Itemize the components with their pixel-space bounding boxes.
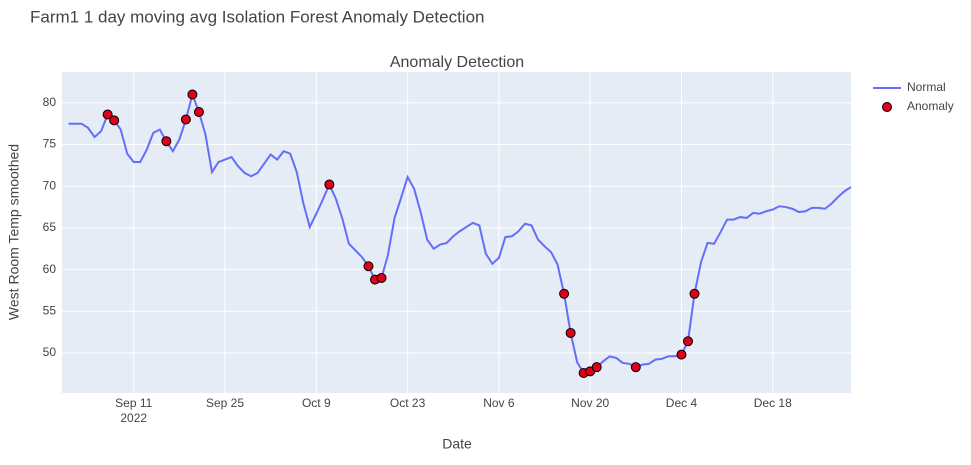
page-title: Farm1 1 day moving avg Isolation Forest … (30, 7, 485, 26)
x-tick-label: Nov 6 (483, 396, 515, 410)
y-tick-label: 65 (43, 220, 57, 234)
anomaly-point (630, 362, 641, 373)
anomaly-point (376, 272, 387, 283)
legend-swatch (882, 102, 892, 112)
y-tick-label: 75 (43, 137, 57, 151)
y-axis-label: West Room Temp smoothed (6, 144, 22, 320)
y-tick-label: 60 (43, 262, 57, 276)
anomaly-point (109, 115, 120, 126)
anomaly-point (187, 89, 198, 100)
y-tick-label: 80 (43, 95, 57, 109)
y-tick-label: 70 (43, 178, 57, 192)
x-tick-label: Nov 20 (571, 396, 609, 410)
anomaly-point (559, 288, 570, 299)
x-axis-label: Date (442, 436, 472, 452)
x-tick-label: Oct 23 (390, 396, 426, 410)
chart-title: Anomaly Detection (390, 54, 524, 71)
x-tick-label: Sep 25 (206, 396, 244, 410)
anomaly-point (193, 107, 204, 118)
anomaly-point (161, 136, 172, 147)
x-tick-label: Dec 18 (754, 396, 792, 410)
anomaly-point (363, 261, 374, 272)
anomaly-point (102, 109, 113, 120)
x-tick-label: Sep 11 (115, 396, 152, 410)
anomaly-point (324, 179, 335, 190)
anomaly-point (565, 327, 576, 338)
y-tick-label: 55 (43, 303, 57, 317)
x-tick-label: Dec 4 (666, 396, 698, 410)
anomaly-point (689, 288, 700, 299)
anomaly-point (676, 349, 687, 360)
x-tick-label: Oct 9 (302, 396, 331, 410)
y-tick-label: 50 (43, 345, 57, 359)
legend-label[interactable]: Anomaly (907, 99, 954, 113)
anomaly-point (682, 336, 693, 347)
legend-label[interactable]: Normal (907, 80, 946, 94)
anomaly-point (180, 114, 191, 125)
x-tick-sublabel: 2022 (120, 411, 147, 425)
anomaly-point (591, 362, 602, 373)
